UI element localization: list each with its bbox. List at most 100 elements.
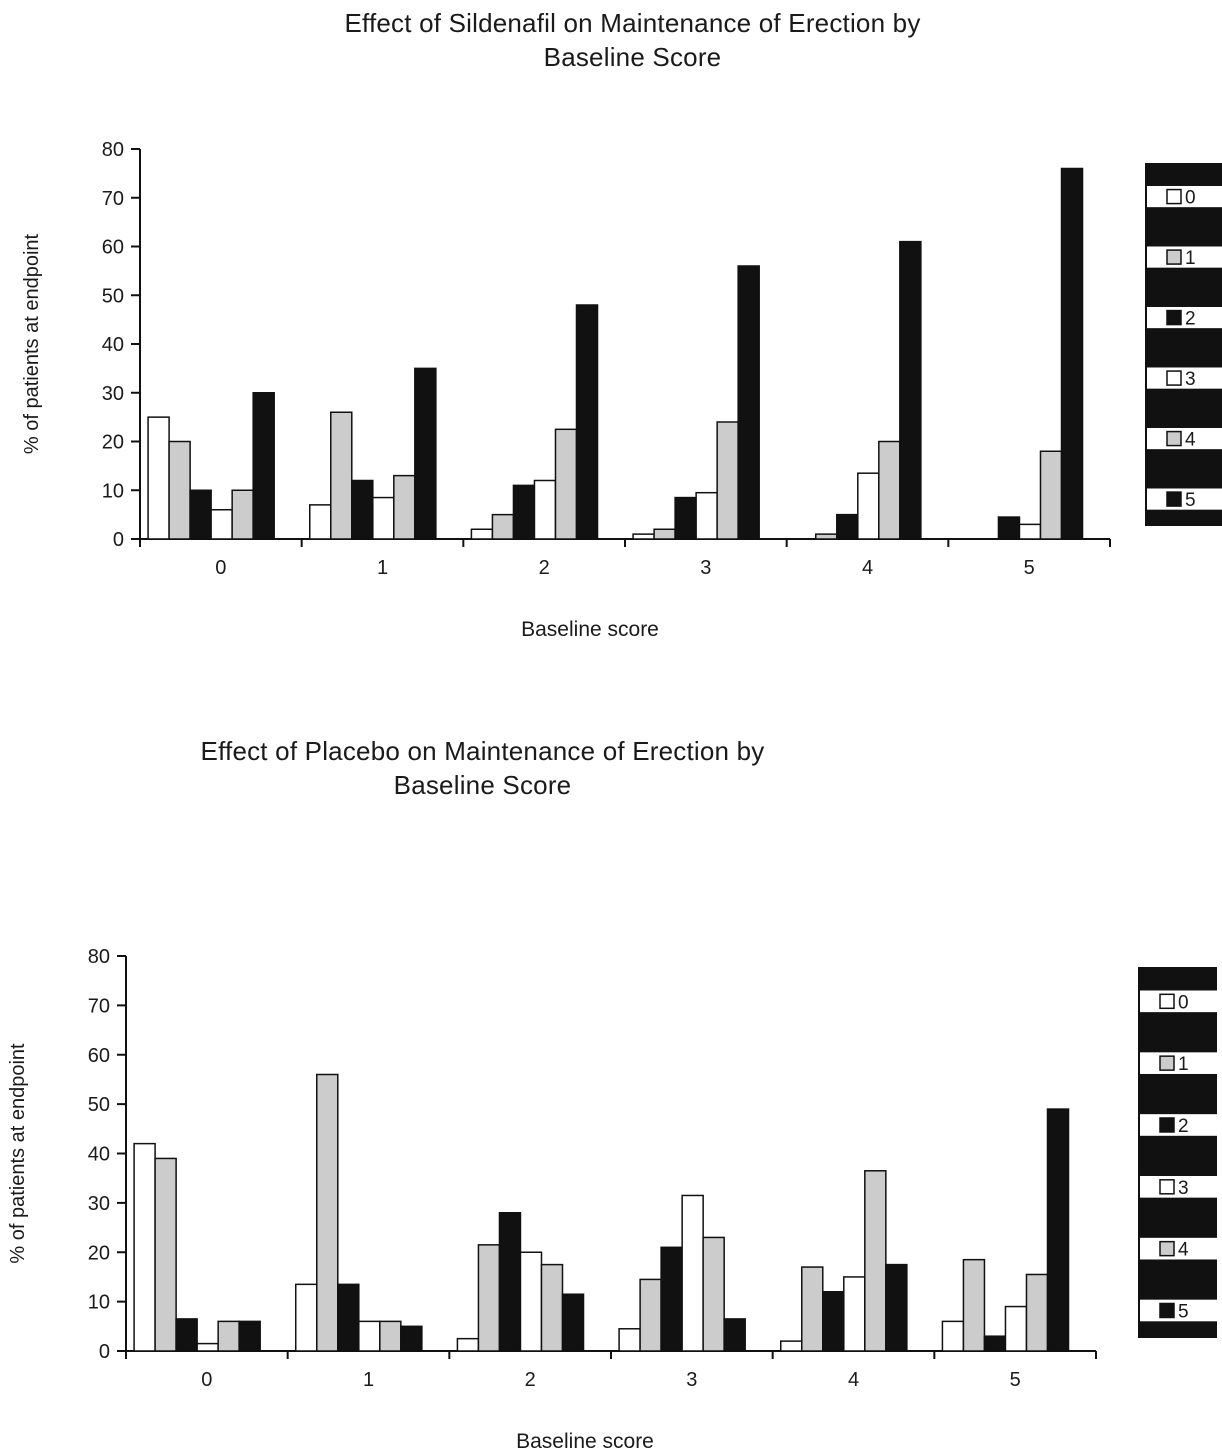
bar-series-4-category-1 — [379, 1320, 402, 1352]
legend-background — [1145, 163, 1222, 526]
y-tick-label: 20 — [88, 1242, 110, 1264]
legend-label-2: 2 — [1185, 309, 1196, 330]
legend-label-4: 4 — [1178, 1240, 1189, 1261]
y-tick-label: 10 — [102, 480, 124, 502]
bar-series-5-category-2 — [561, 1293, 585, 1352]
x-axis-label: Baseline score — [516, 1430, 654, 1451]
bar-series-2-category-1 — [337, 1283, 360, 1352]
bars — [133, 1073, 1070, 1352]
legend-background — [1138, 967, 1217, 1338]
legend-slot — [1147, 488, 1222, 510]
y-tick-label: 70 — [102, 188, 124, 210]
legend-swatch-0 — [1159, 993, 1175, 1010]
y-tick-label: 70 — [88, 995, 110, 1017]
legend-swatch-5 — [1166, 491, 1182, 507]
legend-slot — [1147, 306, 1222, 329]
legend-swatch-1 — [1159, 1055, 1175, 1071]
x-tick-label: 2 — [525, 1369, 536, 1391]
chart-title-placebo: Effect of Placebo on Maintenance of Erec… — [200, 736, 765, 800]
legend-swatch-1 — [1166, 249, 1182, 265]
x-tick-label: 3 — [686, 1369, 697, 1391]
chart-title-sildenafil: Effect of Sildenafil on Maintenance of E… — [344, 8, 921, 72]
y-tick-label: 30 — [88, 1193, 110, 1215]
axes: 0 10 20 30 40 50 60 70 80 0 1 2 3 4 5 Baseline score % o… — [7, 946, 1097, 1451]
legend-slot — [1147, 185, 1222, 208]
bar-series-1-category-2 — [477, 1244, 501, 1352]
bar-series-5-category-1 — [414, 367, 437, 540]
y-tick-label: 60 — [102, 237, 124, 259]
y-tick-label: 20 — [102, 432, 124, 454]
y-tick-label: 50 — [88, 1094, 110, 1116]
bar-series-1-category-0 — [154, 1157, 177, 1352]
bar-series-0-category-1 — [295, 1283, 318, 1352]
y-tick-label: 10 — [88, 1292, 110, 1314]
x-tick-label: 1 — [377, 557, 388, 579]
bar-series-2-category-5 — [983, 1335, 1007, 1352]
y-tick-label: 30 — [102, 383, 124, 405]
legend-swatch-3 — [1166, 370, 1182, 386]
bar-series-4-category-3 — [702, 1236, 725, 1352]
legend: 0 1 2 3 4 5 — [1145, 163, 1222, 526]
bar-series-5-category-2 — [575, 304, 599, 540]
legend-label-3: 3 — [1185, 369, 1196, 390]
bar-series-5-category-1 — [400, 1325, 423, 1352]
bar-series-5-category-4 — [899, 240, 922, 540]
y-tick-label: 0 — [113, 529, 124, 551]
x-tick-label: 5 — [1024, 557, 1035, 579]
y-tick-label: 50 — [102, 285, 124, 307]
legend-label-0: 0 — [1185, 188, 1196, 209]
legend-label-1: 1 — [1185, 248, 1196, 269]
bar-series-4-category-5 — [1025, 1273, 1049, 1352]
bar-series-0-category-3 — [618, 1328, 641, 1352]
bar-series-3-category-3 — [681, 1194, 704, 1352]
bar-series-2-category-2 — [498, 1212, 522, 1352]
bar-series-5-category-3 — [723, 1318, 746, 1352]
x-tick-label: 3 — [700, 557, 711, 579]
x-tick-label: 2 — [539, 557, 550, 579]
bar-series-2-category-3 — [660, 1246, 683, 1352]
y-tick-label: 60 — [88, 1045, 110, 1067]
legend-label-4: 4 — [1185, 430, 1196, 451]
bar-series-1-category-1 — [330, 411, 353, 540]
legend-slot — [1147, 246, 1222, 268]
legend-label-3: 3 — [1178, 1178, 1189, 1199]
legend-swatch-2 — [1166, 309, 1182, 326]
x-tick-label: 5 — [1010, 1369, 1021, 1391]
y-tick-label: 80 — [102, 139, 124, 161]
bar-series-0-category-4 — [780, 1340, 803, 1352]
bar-series-3-category-0 — [196, 1342, 219, 1352]
x-axis-label: Baseline score — [521, 618, 659, 641]
bar-series-5-category-0 — [238, 1320, 261, 1352]
y-tick-label: 0 — [99, 1341, 110, 1363]
x-tick-label: 4 — [862, 557, 873, 579]
bar-series-3-category-4 — [843, 1276, 866, 1352]
bar-series-5-category-5 — [1046, 1108, 1070, 1352]
bar-series-0-category-0 — [133, 1142, 156, 1352]
bar-series-4-category-2 — [540, 1263, 564, 1352]
x-tick-label: 4 — [848, 1369, 859, 1391]
bar-series-5-category-5 — [1060, 167, 1084, 540]
legend-swatch-4 — [1159, 1240, 1175, 1257]
bar-series-2-category-4 — [822, 1291, 845, 1352]
x-tick-label: 1 — [363, 1369, 374, 1391]
legend-slot — [1147, 367, 1222, 389]
legend-label-2: 2 — [1178, 1116, 1189, 1137]
y-tick-label: 40 — [88, 1144, 110, 1166]
y-tick-label: 80 — [88, 946, 110, 968]
y-axis-label: % of patients at endpoint — [7, 1043, 29, 1264]
bar-series-1-category-1 — [316, 1073, 339, 1352]
bar-series-0-category-2 — [456, 1337, 480, 1352]
bar-series-5-category-4 — [885, 1263, 908, 1352]
y-tick-label: 40 — [102, 334, 124, 356]
bar-series-0-category-5 — [941, 1320, 965, 1352]
bar-series-4-category-0 — [217, 1320, 240, 1352]
legend-swatch-3 — [1159, 1179, 1175, 1195]
x-tick-label: 0 — [201, 1369, 212, 1391]
bars — [147, 167, 1084, 540]
bar-series-1-category-5 — [962, 1258, 986, 1352]
bar-series-3-category-1 — [358, 1320, 381, 1352]
legend-swatch-4 — [1166, 430, 1182, 447]
axes: 0 10 20 30 40 50 60 70 80 0 1 2 3 4 5 Baseline score % o… — [21, 139, 1111, 641]
bar-series-1-category-4 — [801, 1266, 824, 1352]
